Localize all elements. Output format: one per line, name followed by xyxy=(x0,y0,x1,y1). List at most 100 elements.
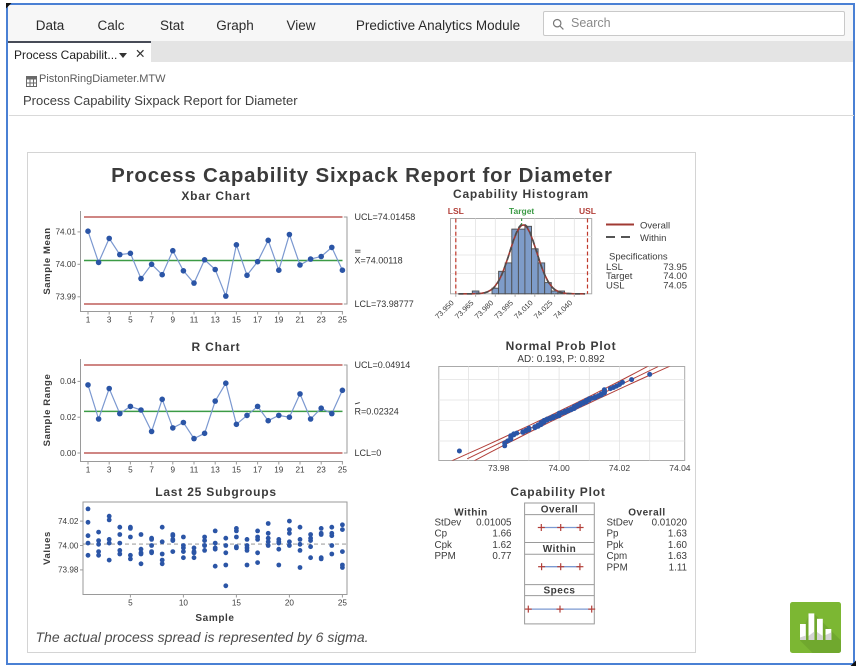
svg-text:73.98: 73.98 xyxy=(58,566,79,575)
svg-text:74.02: 74.02 xyxy=(58,517,79,526)
svg-text:0.01005: 0.01005 xyxy=(476,518,512,529)
svg-text:0.00: 0.00 xyxy=(60,449,76,458)
svg-text:74.05: 74.05 xyxy=(663,280,687,291)
svg-text:3: 3 xyxy=(107,466,112,475)
svg-text:3: 3 xyxy=(107,316,112,325)
svg-text:0.01020: 0.01020 xyxy=(652,518,688,529)
svg-text:Specs: Specs xyxy=(544,586,576,597)
svg-text:73.98: 73.98 xyxy=(488,463,510,473)
svg-text:Values: Values xyxy=(42,531,53,565)
svg-text:StDev: StDev xyxy=(435,518,462,529)
svg-text:0.04: 0.04 xyxy=(60,377,76,386)
svg-text:LCL=0: LCL=0 xyxy=(355,448,382,458)
svg-text:Capability Histogram: Capability Histogram xyxy=(453,187,589,201)
svg-text:R Chart: R Chart xyxy=(192,340,241,354)
svg-text:73.980: 73.980 xyxy=(473,298,496,321)
svg-text:11: 11 xyxy=(190,466,199,475)
svg-text:1.11: 1.11 xyxy=(669,562,687,573)
svg-text:Specifications: Specifications xyxy=(609,252,668,263)
svg-text:LCL=73.98777: LCL=73.98777 xyxy=(355,299,414,309)
svg-text:Target: Target xyxy=(606,271,633,282)
svg-text:1.60: 1.60 xyxy=(668,540,688,551)
svg-text:Overall: Overall xyxy=(640,221,670,232)
svg-text:21: 21 xyxy=(295,466,305,475)
svg-text:20: 20 xyxy=(285,599,295,608)
svg-text:74.01: 74.01 xyxy=(56,228,77,237)
svg-text:25: 25 xyxy=(338,466,348,475)
svg-text:25: 25 xyxy=(338,599,348,608)
svg-text:PPM: PPM xyxy=(435,551,456,562)
svg-text:Process Capability Sixpack Rep: Process Capability Sixpack Report for Di… xyxy=(111,164,613,187)
svg-text:1.63: 1.63 xyxy=(668,551,688,562)
svg-text:Capability Plot: Capability Plot xyxy=(510,485,605,499)
svg-text:Sample Mean: Sample Mean xyxy=(42,227,53,294)
svg-text:15: 15 xyxy=(232,599,242,608)
svg-text:Last 25 Subgroups: Last 25 Subgroups xyxy=(155,485,277,499)
svg-text:5: 5 xyxy=(128,599,133,608)
svg-text:StDev: StDev xyxy=(607,518,634,529)
svg-text:19: 19 xyxy=(274,466,284,475)
svg-text:17: 17 xyxy=(253,316,263,325)
svg-text:1: 1 xyxy=(86,316,91,325)
svg-text:73.95: 73.95 xyxy=(663,262,687,273)
svg-text:1.63: 1.63 xyxy=(668,529,688,540)
svg-text:73.99: 73.99 xyxy=(56,293,77,302)
svg-text:PPM: PPM xyxy=(607,562,628,573)
svg-text:Cpm: Cpm xyxy=(607,551,628,562)
svg-text:74.04: 74.04 xyxy=(669,463,691,473)
svg-text:74.00: 74.00 xyxy=(663,271,687,282)
svg-text:Within: Within xyxy=(454,508,487,519)
svg-text:0.77: 0.77 xyxy=(492,551,511,562)
svg-text:7: 7 xyxy=(149,466,154,475)
svg-text:9: 9 xyxy=(171,316,176,325)
svg-text:74.025: 74.025 xyxy=(532,298,555,321)
svg-text:Sample: Sample xyxy=(195,613,234,624)
svg-text:UCL=74.01458: UCL=74.01458 xyxy=(355,212,416,222)
svg-text:Sample Range: Sample Range xyxy=(42,374,53,447)
svg-text:23: 23 xyxy=(317,466,327,475)
svg-text:1: 1 xyxy=(86,466,91,475)
svg-text:R=0.02324: R=0.02324 xyxy=(355,406,399,416)
svg-text:Within: Within xyxy=(640,233,666,244)
svg-text:The actual process spread is r: The actual process spread is represented… xyxy=(36,629,369,645)
svg-text:19: 19 xyxy=(274,316,284,325)
svg-text:13: 13 xyxy=(211,466,221,475)
svg-text:Overall: Overall xyxy=(541,505,578,516)
svg-text:13: 13 xyxy=(211,316,221,325)
svg-text:LSL: LSL xyxy=(606,262,623,273)
svg-text:Xbar Chart: Xbar Chart xyxy=(181,189,250,203)
svg-text:Overall: Overall xyxy=(628,508,665,519)
svg-text:74.040: 74.040 xyxy=(552,298,575,321)
svg-text:1.62: 1.62 xyxy=(492,540,511,551)
svg-text:9: 9 xyxy=(171,466,176,475)
svg-text:74.00: 74.00 xyxy=(56,260,77,269)
svg-text:AD: 0.193, P: 0.892: AD: 0.193, P: 0.892 xyxy=(517,354,605,365)
svg-text:7: 7 xyxy=(149,316,154,325)
svg-text:Cpk: Cpk xyxy=(435,540,453,551)
svg-text:73.965: 73.965 xyxy=(453,298,476,321)
svg-text:Ppk: Ppk xyxy=(607,540,624,551)
svg-text:USL: USL xyxy=(606,280,624,291)
svg-text:Target: Target xyxy=(509,206,535,216)
svg-text:5: 5 xyxy=(128,466,133,475)
svg-text:15: 15 xyxy=(232,466,242,475)
svg-text:Pp: Pp xyxy=(607,529,620,540)
svg-text:UCL=0.04914: UCL=0.04914 xyxy=(355,360,411,370)
svg-text:10: 10 xyxy=(179,599,189,608)
svg-text:X=74.00118: X=74.00118 xyxy=(355,256,403,266)
svg-text:0.02: 0.02 xyxy=(60,413,76,422)
svg-text:5: 5 xyxy=(128,316,133,325)
svg-text:74.02: 74.02 xyxy=(609,463,631,473)
svg-text:15: 15 xyxy=(232,316,242,325)
svg-text:Within: Within xyxy=(543,544,576,555)
svg-text:USL: USL xyxy=(579,206,596,216)
svg-text:11: 11 xyxy=(190,316,199,325)
svg-text:74.00: 74.00 xyxy=(58,541,79,550)
svg-text:74.010: 74.010 xyxy=(512,298,535,321)
svg-text:Cp: Cp xyxy=(435,529,448,540)
svg-text:23: 23 xyxy=(317,316,327,325)
svg-text:74.00: 74.00 xyxy=(548,463,570,473)
svg-text:LSL: LSL xyxy=(448,206,464,216)
svg-text:25: 25 xyxy=(338,316,348,325)
svg-text:73.950: 73.950 xyxy=(433,298,456,321)
